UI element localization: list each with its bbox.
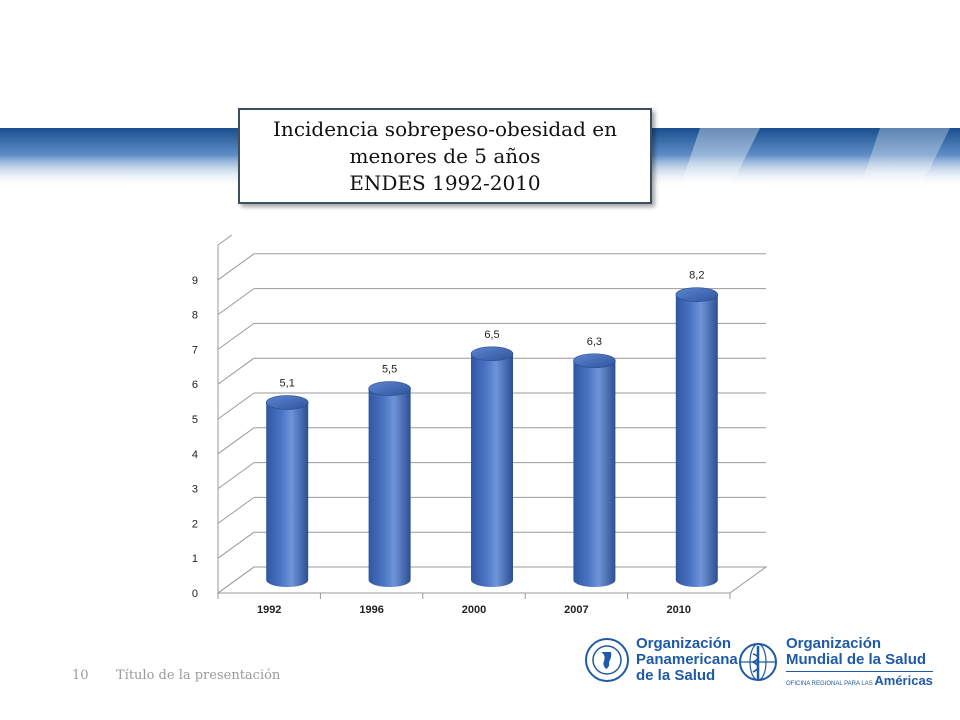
bar-top <box>265 395 309 410</box>
bar-top <box>368 381 411 396</box>
bar-value-label: 5,5 <box>382 364 397 376</box>
bar <box>368 388 411 587</box>
y-tick-label: 4 <box>192 449 198 461</box>
bar-value-label: 6,5 <box>484 329 499 341</box>
bar <box>573 360 616 587</box>
side-gridline <box>217 235 233 246</box>
side-gridline <box>217 253 255 281</box>
chart-floor <box>216 566 768 594</box>
y-tick-label: 8 <box>192 310 198 322</box>
y-tick-label: 3 <box>192 484 198 496</box>
side-gridline <box>217 427 255 455</box>
who-region-small: OFICINA REGIONAL PARA LAS <box>786 681 873 687</box>
y-tick-label: 5 <box>192 414 198 426</box>
bar-top <box>675 287 719 302</box>
title-line-2: menores de 5 años <box>349 143 541 168</box>
side-gridline <box>217 288 255 316</box>
x-category-label: 1996 <box>359 604 383 616</box>
side-gridline <box>217 531 255 559</box>
y-tick-label: 9 <box>192 275 198 287</box>
who-emblem-icon <box>739 643 777 681</box>
slide-number: 10 <box>72 668 89 683</box>
side-gridline <box>217 357 255 385</box>
x-category-label: 2010 <box>667 604 691 616</box>
side-gridline <box>217 322 255 350</box>
bar-value-label: 5,1 <box>280 378 295 390</box>
who-logo: Organización Mundial de la Salud OFICINA… <box>736 636 933 688</box>
who-name-1: Organización <box>786 635 882 652</box>
x-category-label: 2007 <box>564 604 588 616</box>
who-name-2: Mundial de la Salud <box>786 651 927 668</box>
y-tick-label: 2 <box>192 518 198 530</box>
title-line-1: Incidencia sobrepeso-obesidad en <box>273 116 617 141</box>
who-region-big: Américas <box>874 673 933 688</box>
bar <box>675 294 718 588</box>
bar <box>471 353 513 587</box>
bar-chart: 0 1 2 3 4 5 6 7 8 9 5,1 1992 5,5 1996 6,5 2000 6,3 2007 8,… <box>192 235 768 616</box>
y-tick-label: 0 <box>192 588 198 600</box>
bar-value-label: 6,3 <box>587 336 602 348</box>
paho-name-3: de la Salud <box>636 667 716 684</box>
title-line-3: ENDES 1992-2010 <box>349 170 541 195</box>
bar-top <box>470 346 514 362</box>
chart-title-box: Incidencia sobrepeso-obesidad en menores… <box>238 108 652 204</box>
bar-top <box>573 353 616 369</box>
presentation-title: Título de la presentación <box>116 668 281 683</box>
x-category-label: 1992 <box>257 604 281 616</box>
side-gridline <box>217 392 255 420</box>
y-tick-label: 7 <box>192 344 198 356</box>
bar <box>266 402 309 587</box>
x-category-label: 2000 <box>462 604 486 616</box>
side-gridline <box>217 496 255 524</box>
paho-logo: Organización Panamericana de la Salud <box>584 636 738 684</box>
paho-name-1: Organización <box>636 635 732 652</box>
bar-value-label: 8,2 <box>689 270 704 282</box>
who-region: OFICINA REGIONAL PARA LAS Américas <box>786 671 933 688</box>
paho-seal-icon <box>585 638 629 682</box>
paho-name-2: Panamericana <box>636 651 738 668</box>
side-gridline <box>217 462 255 490</box>
y-tick-label: 6 <box>192 379 198 391</box>
y-tick-label: 1 <box>192 553 198 565</box>
